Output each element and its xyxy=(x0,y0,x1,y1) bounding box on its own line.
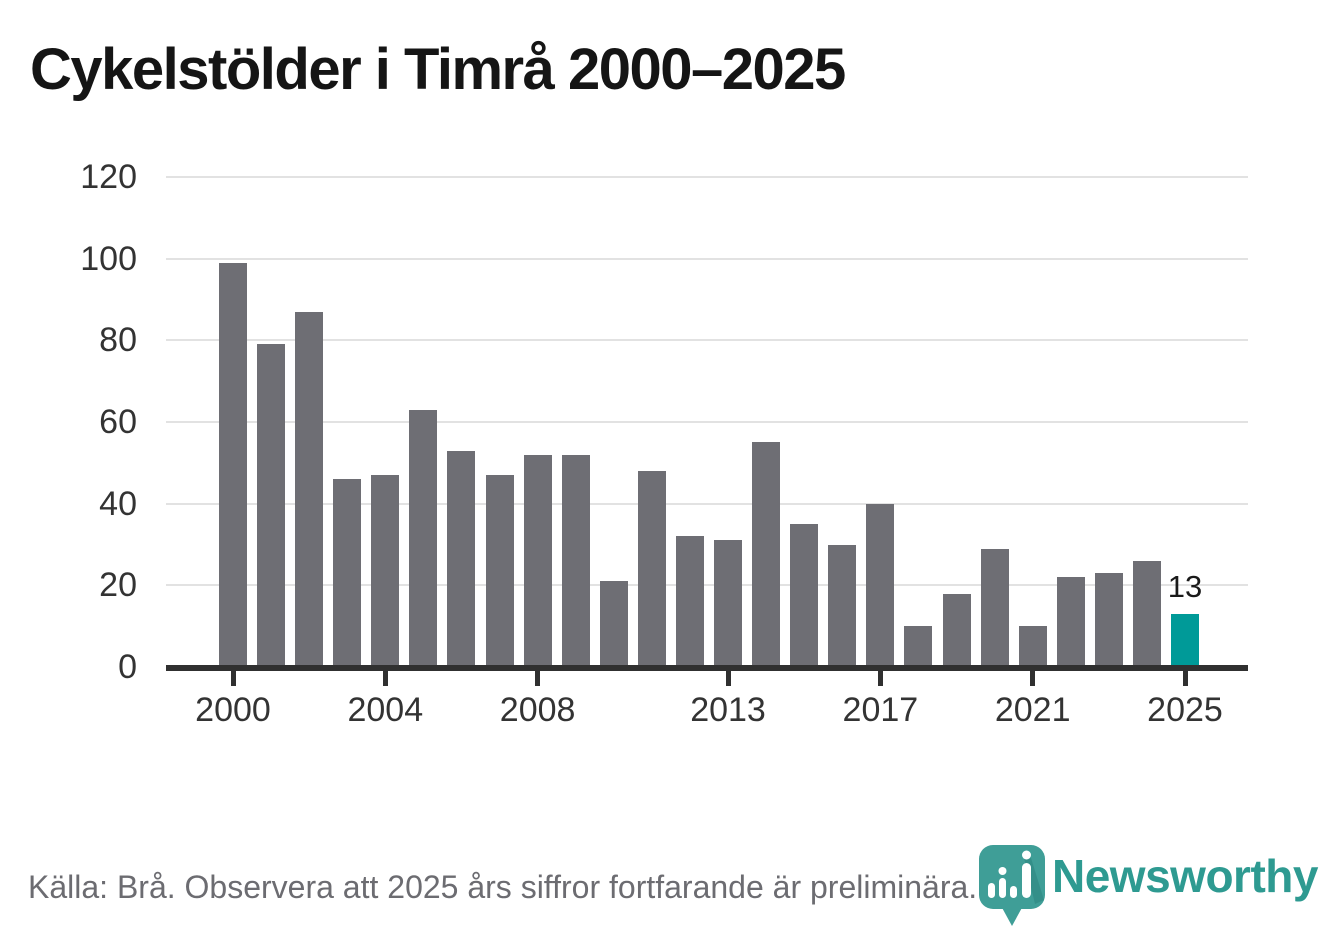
gridline-y-120 xyxy=(166,176,1248,178)
bar-2016 xyxy=(828,544,857,667)
bar-value-label-2025: 13 xyxy=(1167,568,1203,604)
gridline-y-100 xyxy=(166,257,1248,260)
x-axis-label-2017: 2017 xyxy=(842,691,919,729)
bar-2007 xyxy=(485,475,514,667)
x-tick-2025 xyxy=(1182,671,1188,686)
x-tick-2008 xyxy=(535,671,541,686)
bar-2003 xyxy=(333,479,362,667)
x-axis-line xyxy=(166,665,1248,671)
bar-2002 xyxy=(295,311,324,667)
bar-2019 xyxy=(942,593,971,667)
bar-2018 xyxy=(904,626,933,667)
x-axis-label-2021: 2021 xyxy=(994,691,1071,729)
y-axis-label-60: 60 xyxy=(99,403,137,441)
x-tick-2000 xyxy=(230,671,236,686)
gridline-y-60 xyxy=(166,421,1248,423)
y-axis-label-120: 120 xyxy=(80,158,137,196)
y-axis-label-40: 40 xyxy=(99,484,137,523)
x-tick-2017 xyxy=(877,671,883,686)
bar-2011 xyxy=(637,471,666,667)
x-tick-2021 xyxy=(1030,671,1036,686)
bar-2025 xyxy=(1171,613,1199,667)
plot-area: 0 20 40 60 80 100 120 13 2000 2004 2008 2013 2017 202… xyxy=(80,159,1248,729)
x-axis-label-2004: 2004 xyxy=(347,691,424,729)
x-axis-label-2000: 2000 xyxy=(195,691,271,729)
source-note: Källa: Brå. Observera att 2025 års siffr… xyxy=(28,869,978,905)
bar-2021 xyxy=(1018,626,1047,667)
y-axis-label-100: 100 xyxy=(80,239,137,278)
bar-2022 xyxy=(1056,577,1085,667)
newsworthy-logo xyxy=(978,844,1048,930)
bar-2008 xyxy=(523,454,552,667)
x-axis-label-2013: 2013 xyxy=(690,691,766,729)
bar-2017 xyxy=(866,503,895,667)
bar-2000 xyxy=(219,262,247,667)
bar-2014 xyxy=(752,442,781,667)
bar-2024 xyxy=(1132,560,1161,667)
bar-2015 xyxy=(790,524,819,667)
x-axis-label-2025: 2025 xyxy=(1147,691,1223,729)
bar-2006 xyxy=(447,450,476,667)
chart-title: Cykelstölder i Timrå 2000–2025 xyxy=(30,37,846,102)
y-axis-label-80: 80 xyxy=(99,321,137,360)
x-axis-label-2008: 2008 xyxy=(499,691,576,729)
bar-2005 xyxy=(409,409,438,667)
newsworthy-wordmark: Newsworthy xyxy=(1052,850,1318,902)
bar-2009 xyxy=(561,454,590,667)
bar-2010 xyxy=(599,581,628,667)
x-tick-2013 xyxy=(725,671,731,686)
bar-2013 xyxy=(714,540,743,667)
bar-2012 xyxy=(675,536,704,667)
gridline-y-40 xyxy=(166,502,1248,505)
gridline-y-80 xyxy=(166,339,1248,342)
bar-2001 xyxy=(257,344,286,667)
y-axis-label-20: 20 xyxy=(99,566,137,605)
gridline-y-20 xyxy=(166,584,1248,587)
newsworthy-pin-icon xyxy=(979,845,1045,926)
x-tick-2004 xyxy=(382,671,388,686)
bar-2004 xyxy=(371,475,400,667)
bar-2020 xyxy=(980,548,1009,667)
y-axis-label-0: 0 xyxy=(118,648,137,686)
bar-2023 xyxy=(1094,573,1123,667)
